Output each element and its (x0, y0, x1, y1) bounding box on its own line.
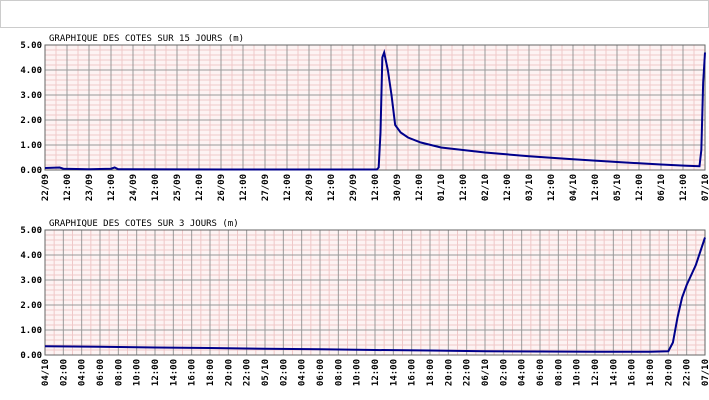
x-tick-label: 12:00 (635, 174, 645, 201)
x-tick-label: 12:00 (107, 174, 117, 201)
x-tick-label: 12:00 (151, 359, 161, 386)
x-tick-label: 01/10 (437, 174, 447, 201)
x-tick-label: 04:00 (298, 359, 308, 386)
x-tick-label: 22:00 (683, 359, 693, 386)
y-tick-label: 2.00 (20, 301, 42, 311)
x-tick-label: 04/10 (569, 174, 579, 201)
x-tick-label: 06/10 (481, 359, 491, 386)
x-tick-label: 07/10 (701, 174, 709, 201)
x-tick-label: 12:00 (503, 174, 513, 201)
x-tick-label: 06:00 (96, 359, 106, 386)
y-tick-label: 4.00 (20, 251, 42, 261)
x-tick-label: 12:00 (547, 174, 557, 201)
x-tick-label: 04/10 (41, 359, 51, 386)
x-tick-label: 25/09 (173, 174, 183, 201)
x-tick-label: 12:00 (679, 174, 689, 201)
x-tick-label: 07/10 (701, 359, 709, 386)
x-tick-label: 12:00 (415, 174, 425, 201)
x-tick-label: 12:00 (151, 174, 161, 201)
y-tick-label: 5.00 (20, 226, 42, 236)
x-tick-label: 10:00 (573, 359, 583, 386)
y-tick-label: 3.00 (20, 276, 42, 286)
x-tick-label: 12:00 (371, 359, 381, 386)
y-tick-label: 5.00 (20, 41, 42, 51)
top-panel (0, 0, 709, 28)
x-tick-label: 26/09 (217, 174, 227, 201)
x-tick-label: 03/10 (525, 174, 535, 201)
x-tick-label: 02:00 (499, 359, 509, 386)
x-tick-label: 22:00 (463, 359, 473, 386)
y-tick-label: 0.00 (20, 351, 42, 361)
x-tick-label: 18:00 (646, 359, 656, 386)
x-tick-label: 12:00 (195, 174, 205, 201)
x-tick-label: 14:00 (389, 359, 399, 386)
x-tick-label: 05/10 (261, 359, 271, 386)
x-tick-label: 04:00 (518, 359, 528, 386)
x-tick-label: 20:00 (664, 359, 674, 386)
x-tick-label: 12:00 (459, 174, 469, 201)
x-tick-label: 16:00 (188, 359, 198, 386)
x-tick-label: 22/09 (41, 174, 51, 201)
chart-title: GRAPHIQUE DES COTES SUR 3 JOURS (m) (49, 219, 239, 229)
x-tick-label: 08:00 (334, 359, 344, 386)
x-tick-label: 20:00 (444, 359, 454, 386)
x-tick-label: 30/09 (393, 174, 403, 201)
x-tick-label: 12:00 (591, 359, 601, 386)
x-tick-label: 18:00 (426, 359, 436, 386)
x-tick-label: 06:00 (316, 359, 326, 386)
x-tick-label: 05/10 (613, 174, 623, 201)
water-level-line (44, 48, 706, 171)
x-tick-label: 12:00 (327, 174, 337, 201)
x-tick-label: 12:00 (371, 174, 381, 201)
y-tick-label: 1.00 (20, 326, 42, 336)
x-tick-label: 23/09 (85, 174, 95, 201)
x-tick-label: 18:00 (206, 359, 216, 386)
x-tick-label: 10:00 (353, 359, 363, 386)
y-tick-label: 0.00 (20, 166, 42, 176)
x-tick-label: 12:00 (591, 174, 601, 201)
x-tick-label: 28/09 (305, 174, 315, 201)
water-level-line (44, 237, 706, 353)
x-tick-label: 16:00 (628, 359, 638, 386)
y-tick-label: 1.00 (20, 141, 42, 151)
x-tick-label: 12:00 (63, 174, 73, 201)
x-tick-label: 27/09 (261, 174, 271, 201)
x-tick-label: 14:00 (169, 359, 179, 386)
x-tick-label: 22:00 (243, 359, 253, 386)
x-tick-label: 14:00 (609, 359, 619, 386)
x-tick-label: 08:00 (554, 359, 564, 386)
x-tick-label: 29/09 (349, 174, 359, 201)
y-tick-label: 4.00 (20, 66, 42, 76)
x-tick-label: 06/10 (657, 174, 667, 201)
x-tick-label: 16:00 (408, 359, 418, 386)
x-tick-label: 08:00 (114, 359, 124, 386)
x-tick-label: 10:00 (133, 359, 143, 386)
plot-border (44, 229, 706, 356)
x-tick-label: 20:00 (224, 359, 234, 386)
x-tick-label: 12:00 (239, 174, 249, 201)
x-tick-label: 02/10 (481, 174, 491, 201)
y-tick-label: 2.00 (20, 116, 42, 126)
x-tick-label: 02:00 (279, 359, 289, 386)
x-tick-label: 04:00 (78, 359, 88, 386)
x-tick-label: 24/09 (129, 174, 139, 201)
x-tick-label: 12:00 (283, 174, 293, 201)
chart-title: GRAPHIQUE DES COTES SUR 15 JOURS (m) (49, 34, 244, 44)
x-tick-label: 06:00 (536, 359, 546, 386)
y-tick-label: 3.00 (20, 91, 42, 101)
x-tick-label: 02:00 (59, 359, 69, 386)
